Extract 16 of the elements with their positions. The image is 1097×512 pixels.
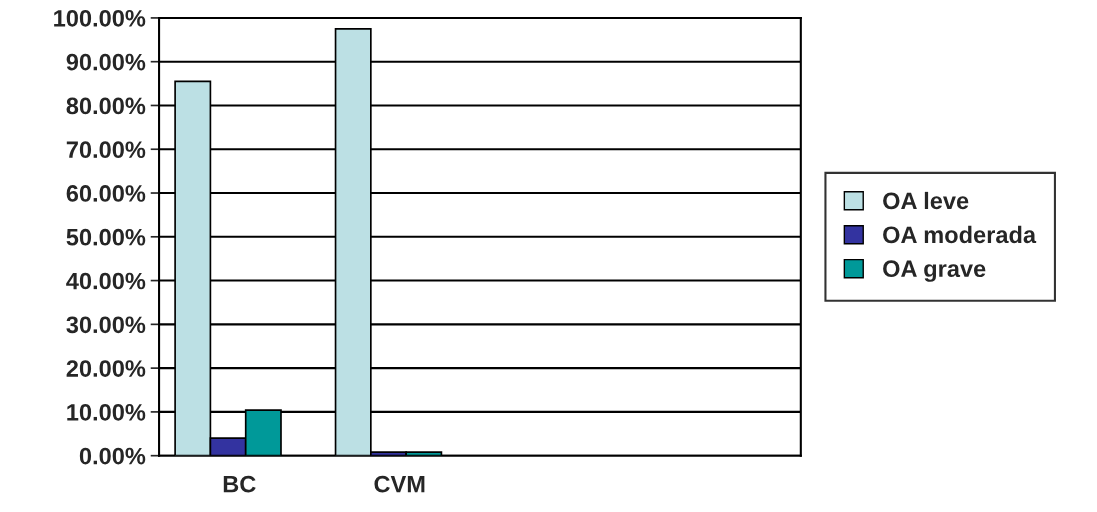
y-tick-label: 0.00% [79,447,146,465]
y-tick-label: 90.00% [66,53,146,71]
legend-label: OA grave [883,260,986,282]
y-tick-label: 50.00% [66,228,146,246]
y-tick-label: 70.00% [66,141,146,159]
x-tick-label: CVM [374,475,425,493]
legend-label: OA leve [883,191,969,210]
x-tick-label: BC [223,475,256,493]
y-tick-label: 20.00% [66,360,146,377]
y-tick-label: 10.00% [67,403,146,421]
y-tick-label: 100.00% [54,9,146,27]
y-tick-label: 60.00% [66,185,146,202]
legend-label: OA moderada [883,225,1037,244]
y-tick-label: 80.00% [66,97,146,115]
y-tick-label: 30.00% [66,316,146,334]
y-tick-label: 40.00% [66,272,146,290]
